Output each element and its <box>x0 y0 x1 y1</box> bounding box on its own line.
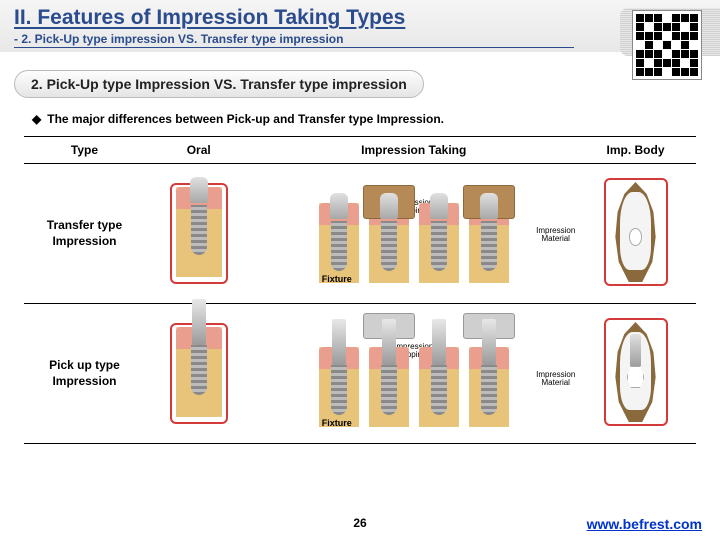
label-fixture: Fixture <box>322 275 352 285</box>
table-row: Transfer type Impression Impression Copi… <box>24 164 696 304</box>
type-label-1: Transfer type Impression <box>26 218 143 249</box>
cell-type-1: Transfer type Impression <box>24 164 145 304</box>
tissue-graphic <box>469 203 509 283</box>
tissue-graphic <box>319 203 359 283</box>
table-row: Pick up type Impression Impression Copin… <box>24 304 696 444</box>
diamond-heading: The major differences between Pick-up an… <box>32 112 720 126</box>
th-type: Type <box>24 137 145 164</box>
tissue-graphic <box>319 347 359 427</box>
tissue-graphic <box>419 203 459 283</box>
body-redbox-2 <box>604 318 668 426</box>
tissue-graphic <box>419 347 459 427</box>
cell-taking-1: Impression Coping Impression Material <box>252 164 575 304</box>
tissue-graphic <box>369 203 409 283</box>
body-redbox-1 <box>604 178 668 286</box>
section-pill: 2. Pick-Up type Impression VS. Transfer … <box>14 70 424 98</box>
th-oral: Oral <box>145 137 253 164</box>
qr-code <box>632 10 702 80</box>
page-subtitle: - 2. Pick-Up type impression VS. Transfe… <box>14 32 706 46</box>
page-number: 26 <box>353 516 366 530</box>
cell-oral-2 <box>145 304 253 444</box>
cell-taking-2: Impression Coping Impression Material <box>252 304 575 444</box>
oral-redbox-1 <box>170 183 228 284</box>
comparison-table: Type Oral Impression Taking Imp. Body Tr… <box>24 136 696 444</box>
imp-body-graphic <box>608 322 664 422</box>
cell-body-1 <box>575 164 696 304</box>
type-label-2: Pick up type Impression <box>26 358 143 389</box>
th-taking: Impression Taking <box>252 137 575 164</box>
cell-body-2 <box>575 304 696 444</box>
oral-redbox-2 <box>170 323 228 424</box>
cell-oral-1 <box>145 164 253 304</box>
th-body: Imp. Body <box>575 137 696 164</box>
label-fixture: Fixture <box>322 419 352 429</box>
tissue-graphic <box>469 347 509 427</box>
website-link[interactable]: www.befrest.com <box>587 516 702 532</box>
subtitle-underline <box>14 47 574 48</box>
tissue-graphic <box>369 347 409 427</box>
tissue-graphic <box>176 187 222 277</box>
tissue-graphic <box>176 327 222 417</box>
header-bar: II. Features of Impression Taking Types … <box>0 0 720 52</box>
imp-body-graphic <box>608 182 664 282</box>
table-header-row: Type Oral Impression Taking Imp. Body <box>24 137 696 164</box>
page-title: II. Features of Impression Taking Types <box>14 6 706 30</box>
cell-type-2: Pick up type Impression <box>24 304 145 444</box>
